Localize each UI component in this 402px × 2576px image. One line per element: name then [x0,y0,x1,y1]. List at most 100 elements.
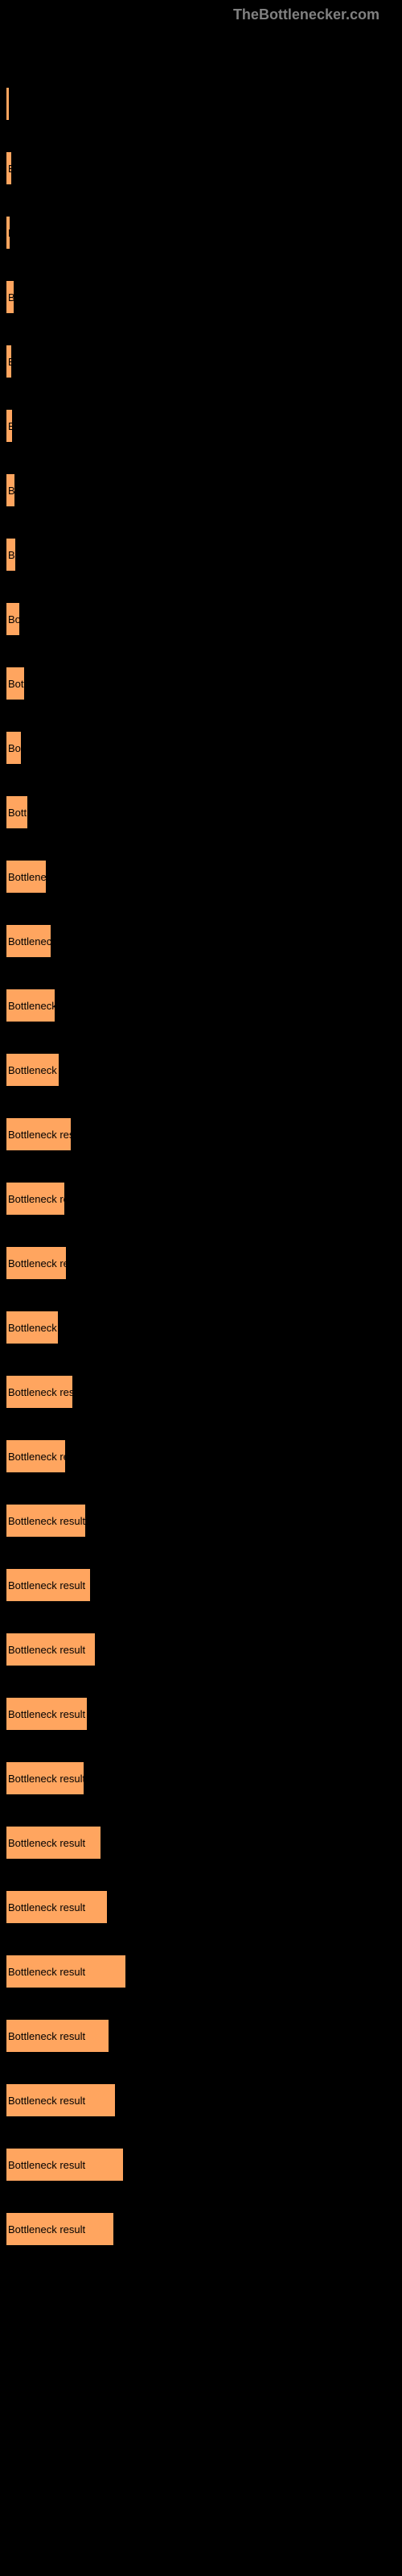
bar-label: Bottleneck result [8,356,11,368]
bar-label: Bottleneck result [8,1451,65,1463]
bar: Bottleneck result [6,667,24,700]
bar-label: Bottleneck result [8,1708,85,1720]
bar-row: Bottleneck result [6,474,396,506]
bar-row: Bottleneck result [6,989,396,1022]
bar-label: Bottleneck result [8,871,46,883]
bar: Bottleneck result [6,2149,123,2181]
bar-label: Bottleneck result [8,1322,58,1334]
bar-row: Bottleneck result [6,1955,396,1988]
bar: Bottleneck result [6,539,15,571]
bar-row: Bottleneck result [6,732,396,764]
bar: Bottleneck result [6,281,14,313]
bar: Bottleneck result [6,345,11,378]
bar-row: Bottleneck result [6,410,396,442]
bar-label: Bottleneck result [8,935,51,947]
bar-label: Bottleneck result [8,742,21,754]
bar-row: Bottleneck result [6,2084,396,2116]
bar-label: Bottleneck result [8,613,19,625]
bar: Bottleneck result [6,861,46,893]
bar: Bottleneck result [6,796,27,828]
bar: Bottleneck result [6,1247,66,1279]
bar-row: Bottleneck result [6,1118,396,1150]
bar-row: Bottleneck result [6,1505,396,1537]
bar-row: Bottleneck result [6,539,396,571]
bar: Bottleneck result [6,1569,90,1601]
bar-row: Bottleneck result [6,861,396,893]
bar-label: Bottleneck result [8,485,14,497]
bar: Bottleneck result [6,1891,107,1923]
bar: Bottleneck result [6,474,14,506]
bar: Bottleneck result [6,989,55,1022]
bar-label: Bottleneck result [8,1129,71,1141]
bar-row: Bottleneck result [6,2149,396,2181]
bar-label: Bottleneck result [8,1579,85,1591]
bar: Bottleneck result [6,2020,109,2052]
bar: Bottleneck result [6,1376,72,1408]
bar-label: Bottleneck result [8,1966,85,1978]
bar-row: Bottleneck result [6,281,396,313]
bar-row: Bottleneck result [6,796,396,828]
bar-row: Bottleneck result [6,1311,396,1344]
bar-label: Bottleneck result [8,1515,85,1527]
bar-row: Bottleneck result [6,1891,396,1923]
bar-label: Bottleneck result [8,2223,85,2235]
bar-row: Bottleneck result [6,1633,396,1666]
bar-label: Bottleneck result [8,1644,85,1656]
bar: Bottleneck result [6,88,9,120]
bar-row: Bottleneck result [6,1247,396,1279]
bar: Bottleneck result [6,1762,84,1794]
bar: Bottleneck result [6,925,51,957]
bar: Bottleneck result [6,2213,113,2245]
bar: Bottleneck result [6,1698,87,1730]
bar-row: Bottleneck result [6,217,396,249]
bar-label: Bottleneck result [8,2095,85,2107]
bar-label: Bottleneck result [8,98,9,110]
bar-chart: Bottleneck result Bottleneck result Bottle… [6,88,396,2245]
bar-row: Bottleneck result [6,2213,396,2245]
bar-label: Bottleneck result [8,291,14,303]
bar-label: Bottleneck result [8,2030,85,2042]
bar-row: Bottleneck result [6,925,396,957]
bar: Bottleneck result [6,1118,71,1150]
bar-row: Bottleneck result [6,88,396,120]
bar-label: Bottleneck result [8,1064,59,1076]
bar-label: Bottleneck result [8,420,12,432]
bar: Bottleneck result [6,732,21,764]
bar: Bottleneck result [6,1827,100,1859]
bar: Bottleneck result [6,152,11,184]
bar-row: Bottleneck result [6,2020,396,2052]
bar-label: Bottleneck result [8,227,10,239]
bar-row: Bottleneck result [6,1827,396,1859]
bar-label: Bottleneck result [8,163,11,175]
bar: Bottleneck result [6,1311,58,1344]
bar: Bottleneck result [6,217,10,249]
bar-label: Bottleneck result [8,1773,84,1785]
bar: Bottleneck result [6,1633,95,1666]
bar-row: Bottleneck result [6,667,396,700]
bar: Bottleneck result [6,1505,85,1537]
bar-row: Bottleneck result [6,1569,396,1601]
bar-label: Bottleneck result [8,1837,85,1849]
bar-row: Bottleneck result [6,345,396,378]
bar: Bottleneck result [6,1955,125,1988]
bar-label: Bottleneck result [8,1193,64,1205]
bar-label: Bottleneck result [8,1257,66,1269]
bar-label: Bottleneck result [8,549,15,561]
bar-label: Bottleneck result [8,2159,85,2171]
bar: Bottleneck result [6,1054,59,1086]
bar-row: Bottleneck result [6,1762,396,1794]
bar-row: Bottleneck result [6,603,396,635]
bar-row: Bottleneck result [6,1698,396,1730]
bar: Bottleneck result [6,603,19,635]
bar-row: Bottleneck result [6,1376,396,1408]
bar: Bottleneck result [6,2084,115,2116]
bar-label: Bottleneck result [8,807,27,819]
watermark-text: TheBottlenecker.com [6,6,396,23]
bar-row: Bottleneck result [6,1440,396,1472]
bar-label: Bottleneck result [8,1901,85,1913]
bar: Bottleneck result [6,410,12,442]
bar-label: Bottleneck result [8,1386,72,1398]
bar-label: Bottleneck result [8,1000,55,1012]
bar-row: Bottleneck result [6,152,396,184]
bar-row: Bottleneck result [6,1054,396,1086]
